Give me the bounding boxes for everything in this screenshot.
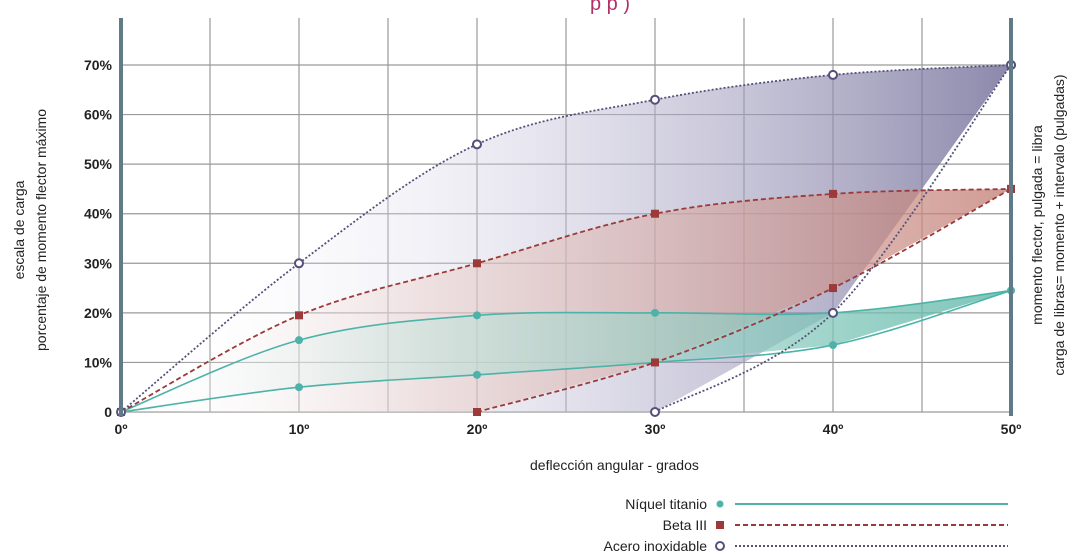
point-beta-iii xyxy=(473,408,481,416)
point-beta-iii xyxy=(651,358,659,367)
point-níquel-titanio xyxy=(295,383,303,392)
legend-marker-beta-iii xyxy=(716,521,724,529)
point-acero-inoxidable xyxy=(650,407,660,417)
point-níquel-titanio xyxy=(829,341,837,350)
y-axis-title-line2: porcentaje de momento flector máximo xyxy=(33,109,49,351)
area-níquel-titanio xyxy=(121,290,1011,412)
y-tick-label: 60% xyxy=(84,107,113,123)
y-tick-label: 50% xyxy=(84,156,113,172)
y-tick-label: 40% xyxy=(84,206,113,222)
y-tick-label: 20% xyxy=(84,305,113,321)
legend-label-níquel-titanio: Níquel titanio xyxy=(625,496,707,512)
point-acero-inoxidable xyxy=(650,94,660,105)
point-beta-iii xyxy=(295,311,303,320)
x-tick-label: 20º xyxy=(467,421,488,437)
y-tick-label: 30% xyxy=(84,255,113,271)
x-tick-label: 30º xyxy=(645,421,666,437)
line-unloading-níquel-titanio xyxy=(120,289,1012,413)
legend-label-beta-iii: Beta III xyxy=(663,517,707,533)
top-text: p p ) xyxy=(590,0,630,15)
line-unloading-beta-iii xyxy=(476,188,1012,413)
point-níquel-titanio xyxy=(473,311,481,320)
point-beta-iii xyxy=(829,189,837,198)
x-tick-label: 40º xyxy=(823,421,844,437)
line-loading-acero-inoxidable xyxy=(120,64,1012,413)
series-lines xyxy=(120,64,1012,413)
x-tick-label: 0º xyxy=(115,421,128,437)
point-acero-inoxidable xyxy=(828,307,838,318)
point-beta-iii xyxy=(829,284,837,293)
legend-label-acero-inoxidable: Acero inoxidable xyxy=(603,538,707,554)
y-tick-label: 70% xyxy=(84,57,113,73)
point-níquel-titanio xyxy=(295,336,303,345)
x-tick-label: 50º xyxy=(1001,421,1022,437)
legend: Níquel titanio Beta III Acero inoxidable xyxy=(603,496,1008,554)
y-tick-label: 0 xyxy=(104,404,112,420)
point-níquel-titanio xyxy=(473,370,481,379)
x-tick-labels: 0º 10º 20º 30º 40º 50º xyxy=(115,421,1022,437)
y-tick-labels: 0 10% 20% 30% 40% 50% 60% 70% xyxy=(84,57,113,420)
legend-marker-níquel-titanio xyxy=(716,500,724,508)
y-axis-title-line1: escala de carga xyxy=(11,180,27,279)
left-axis-bar xyxy=(119,18,123,416)
line-loading-beta-iii xyxy=(120,188,1012,413)
point-beta-iii xyxy=(651,209,659,218)
line-loading-níquel-titanio xyxy=(120,289,1012,413)
right-axis-title-line1: momento flector, pulgada = libra xyxy=(1029,125,1045,325)
x-tick-label: 10º xyxy=(289,421,310,437)
point-acero-inoxidable xyxy=(828,69,838,80)
legend-marker-acero-inoxidable xyxy=(715,541,725,551)
point-níquel-titanio xyxy=(651,308,659,317)
right-axis-title-line2: carga de libras= momento + intervalo (pu… xyxy=(1051,74,1067,375)
right-axis-bar xyxy=(1009,18,1013,416)
point-beta-iii xyxy=(473,259,481,268)
point-acero-inoxidable xyxy=(294,258,304,269)
point-acero-inoxidable xyxy=(472,139,482,150)
hysteresis-areas xyxy=(121,65,1011,412)
x-axis-title: deflección angular - grados xyxy=(530,457,699,473)
y-tick-label: 10% xyxy=(84,354,113,370)
line-unloading-acero-inoxidable xyxy=(654,64,1012,413)
